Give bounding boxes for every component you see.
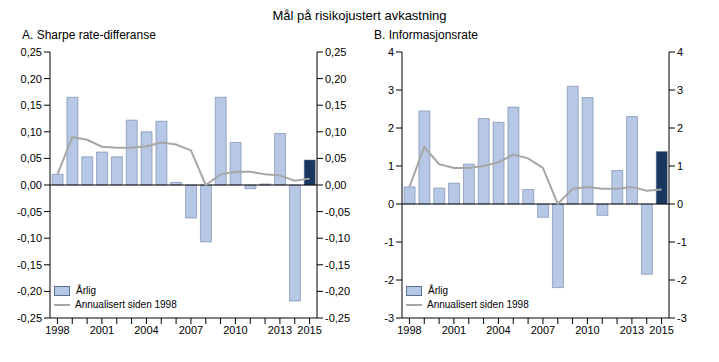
svg-text:2013: 2013 bbox=[268, 324, 292, 336]
svg-text:0: 0 bbox=[388, 198, 394, 210]
svg-text:1: 1 bbox=[388, 160, 394, 172]
svg-text:-0,10: -0,10 bbox=[17, 232, 42, 244]
svg-text:2015: 2015 bbox=[649, 324, 673, 336]
svg-text:-0,20: -0,20 bbox=[17, 285, 42, 297]
svg-text:0,15: 0,15 bbox=[325, 99, 346, 111]
svg-text:2004: 2004 bbox=[486, 324, 510, 336]
svg-text:2007: 2007 bbox=[179, 324, 203, 336]
svg-text:0,25: 0,25 bbox=[325, 46, 346, 58]
svg-text:2010: 2010 bbox=[575, 324, 599, 336]
svg-text:1998: 1998 bbox=[45, 324, 69, 336]
svg-text:2013: 2013 bbox=[620, 324, 644, 336]
svg-text:0,10: 0,10 bbox=[21, 126, 42, 138]
svg-text:0,25: 0,25 bbox=[21, 46, 42, 58]
svg-text:-3: -3 bbox=[384, 312, 394, 324]
svg-text:0,00: 0,00 bbox=[21, 179, 42, 191]
html-text:Mål på risikojustert avkastnin: Mål på risikojustert avkastning bbox=[272, 8, 447, 23]
svg-text:0,00: 0,00 bbox=[325, 179, 346, 191]
svg-text:-0,05: -0,05 bbox=[17, 206, 42, 218]
svg-text:-0,25: -0,25 bbox=[17, 312, 42, 324]
html-text:Annualisert siden 1998: Annualisert siden 1998 bbox=[427, 299, 529, 310]
svg-text:3: 3 bbox=[388, 84, 394, 96]
svg-text:-3: -3 bbox=[677, 312, 687, 324]
svg-text:0,20: 0,20 bbox=[21, 73, 42, 85]
html-text:Årlig: Årlig bbox=[428, 285, 448, 296]
svg-text:2001: 2001 bbox=[90, 324, 114, 336]
html-text:A. Sharpe rate-differanse: A. Sharpe rate-differanse bbox=[22, 28, 156, 42]
svg-text:-2: -2 bbox=[384, 274, 394, 286]
html-text:Årlig: Årlig bbox=[76, 285, 96, 296]
svg-text:-0,25: -0,25 bbox=[325, 312, 350, 324]
svg-text:3: 3 bbox=[677, 84, 683, 96]
svg-text:-1: -1 bbox=[677, 236, 687, 248]
svg-text:2015: 2015 bbox=[297, 324, 321, 336]
svg-text:2004: 2004 bbox=[134, 324, 158, 336]
svg-text:0,05: 0,05 bbox=[325, 152, 346, 164]
svg-text:-0,15: -0,15 bbox=[17, 259, 42, 271]
svg-text:-0,10: -0,10 bbox=[325, 232, 350, 244]
svg-text:4: 4 bbox=[388, 46, 394, 58]
svg-text:2001: 2001 bbox=[442, 324, 466, 336]
svg-text:-2: -2 bbox=[677, 274, 687, 286]
svg-text:0,20: 0,20 bbox=[325, 73, 346, 85]
html-text:B. Informasjonsrate: B. Informasjonsrate bbox=[374, 28, 478, 42]
svg-text:2: 2 bbox=[677, 122, 683, 134]
svg-text:-0,15: -0,15 bbox=[325, 259, 350, 271]
svg-text:-0,05: -0,05 bbox=[325, 206, 350, 218]
svg-text:2007: 2007 bbox=[531, 324, 555, 336]
svg-text:0,10: 0,10 bbox=[325, 126, 346, 138]
html-text:Annualisert siden 1998: Annualisert siden 1998 bbox=[75, 299, 177, 310]
svg-text:0,05: 0,05 bbox=[21, 152, 42, 164]
svg-text:0,15: 0,15 bbox=[21, 99, 42, 111]
svg-text:-1: -1 bbox=[384, 236, 394, 248]
svg-text:2: 2 bbox=[388, 122, 394, 134]
svg-text:1: 1 bbox=[677, 160, 683, 172]
svg-text:0: 0 bbox=[677, 198, 683, 210]
svg-text:1998: 1998 bbox=[397, 324, 421, 336]
svg-text:2010: 2010 bbox=[223, 324, 247, 336]
svg-text:4: 4 bbox=[677, 46, 683, 58]
svg-text:-0,20: -0,20 bbox=[325, 285, 350, 297]
